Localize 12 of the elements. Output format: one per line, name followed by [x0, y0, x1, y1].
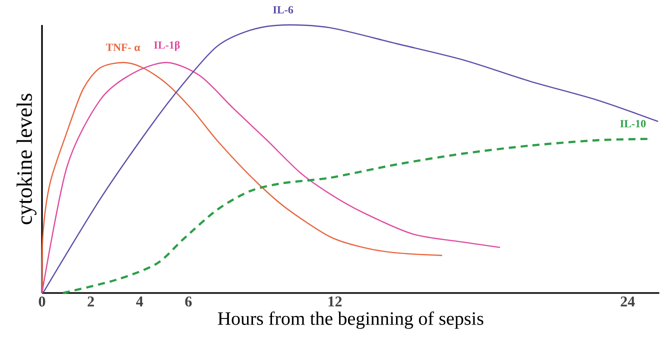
- series-label: IL-1β: [154, 40, 180, 51]
- x-tick-label: 2: [88, 296, 94, 306]
- x-tick-label: 24: [620, 296, 635, 306]
- y-axis-title: cytokine levels: [16, 94, 36, 224]
- series-label: IL-10: [620, 120, 646, 128]
- x-tick-label: 12: [328, 296, 342, 306]
- x-tick-label: 4: [136, 296, 144, 306]
- x-tick-label: 0: [38, 296, 46, 307]
- x-tick-label: 6: [185, 296, 192, 307]
- series-label: IL-6: [273, 6, 294, 14]
- series-label: TNF- α: [106, 44, 140, 51]
- x-axis-title: Hours from the beginning of sepsis: [218, 311, 484, 329]
